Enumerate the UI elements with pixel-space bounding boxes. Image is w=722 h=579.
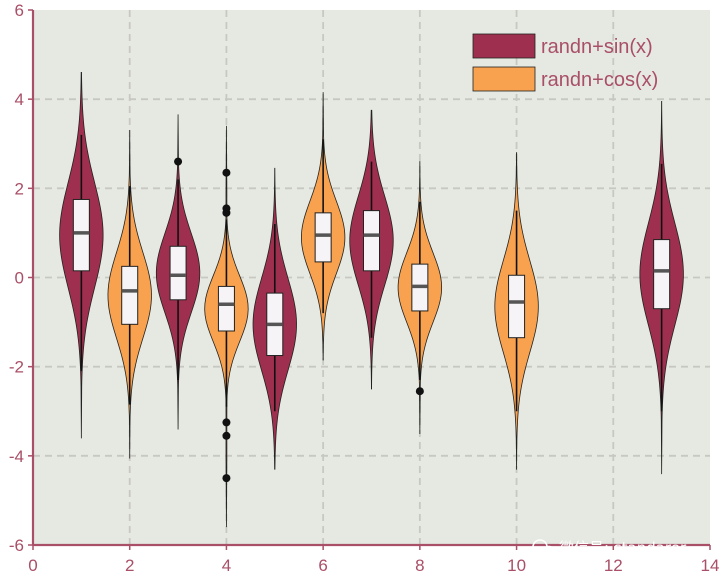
y-tick-label: -4 xyxy=(9,447,24,466)
outlier-point xyxy=(222,474,231,483)
violin-iqr-box xyxy=(363,210,380,272)
y-tick-label: -6 xyxy=(9,536,24,555)
violin-iqr-box xyxy=(653,239,671,310)
violin-iqr-box xyxy=(217,285,235,332)
outlier-point xyxy=(222,418,231,427)
outlier-point xyxy=(222,208,231,217)
violin-iqr-box xyxy=(508,274,526,339)
x-tick-label: 8 xyxy=(415,556,424,575)
legend-swatch-sin xyxy=(472,33,536,59)
x-tick-label: 12 xyxy=(604,556,623,575)
violins-layer xyxy=(59,72,684,528)
watermark-text: 微信号: standarer xyxy=(559,539,687,557)
y-tick-label: 6 xyxy=(15,1,24,20)
outlier-point xyxy=(174,157,183,166)
y-tick-label: 2 xyxy=(15,179,24,198)
outlier-point xyxy=(222,431,231,440)
x-tick-label: 4 xyxy=(222,556,231,575)
y-tick-label: 0 xyxy=(15,269,24,288)
watermark: 微信号: standarer xyxy=(532,539,687,559)
legend-swatch-cos xyxy=(472,66,536,92)
wechat-icon xyxy=(532,539,556,559)
violin-iqr-box xyxy=(169,245,187,301)
legend-label-cos: randn+cos(x) xyxy=(541,69,658,91)
legend-label-sin: randn+sin(x) xyxy=(541,36,653,58)
x-tick-label: 14 xyxy=(701,556,720,575)
outlier-point xyxy=(415,387,424,396)
axes: 0 2 4 6 8 10 12 14 -6 -4 -2 0 2 4 6 xyxy=(9,1,720,575)
outlier-point xyxy=(222,168,231,177)
x-tick-label: 0 xyxy=(28,556,37,575)
violin-iqr-box xyxy=(72,198,90,272)
y-tick-label: -2 xyxy=(9,358,24,377)
violin-iqr-box xyxy=(314,212,332,263)
x-tick-label: 10 xyxy=(507,556,526,575)
x-tick-label: 2 xyxy=(125,556,134,575)
legend: randn+sin(x) randn+cos(x) xyxy=(472,33,658,92)
y-tick-label: 4 xyxy=(15,90,24,109)
x-tick-label: 6 xyxy=(318,556,327,575)
violin-iqr-box xyxy=(121,265,139,325)
